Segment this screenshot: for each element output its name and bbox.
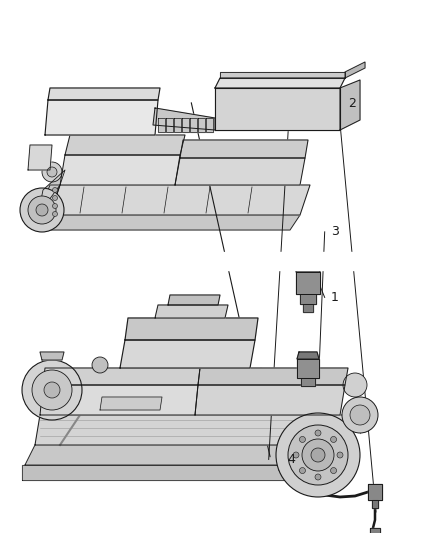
Polygon shape	[158, 118, 165, 132]
Polygon shape	[300, 294, 316, 304]
Polygon shape	[368, 484, 382, 500]
Circle shape	[300, 467, 305, 473]
Polygon shape	[372, 500, 378, 508]
Polygon shape	[35, 415, 345, 445]
Circle shape	[92, 357, 108, 373]
Polygon shape	[168, 295, 220, 305]
Circle shape	[315, 474, 321, 480]
Polygon shape	[43, 368, 200, 385]
Polygon shape	[198, 118, 205, 132]
Polygon shape	[38, 185, 60, 230]
Polygon shape	[153, 108, 215, 130]
Text: 2: 2	[348, 98, 356, 110]
Polygon shape	[296, 272, 320, 294]
Circle shape	[53, 188, 57, 192]
Polygon shape	[297, 352, 319, 359]
Circle shape	[311, 448, 325, 462]
Polygon shape	[370, 528, 380, 533]
Polygon shape	[48, 88, 160, 100]
Polygon shape	[198, 368, 348, 385]
Circle shape	[20, 188, 64, 232]
Polygon shape	[175, 158, 305, 185]
Polygon shape	[45, 100, 158, 135]
Circle shape	[53, 204, 57, 208]
Polygon shape	[190, 118, 197, 132]
Polygon shape	[297, 359, 319, 378]
Polygon shape	[296, 264, 320, 272]
Polygon shape	[195, 385, 345, 415]
Polygon shape	[28, 145, 52, 170]
Circle shape	[53, 196, 57, 200]
Circle shape	[44, 382, 60, 398]
Polygon shape	[345, 62, 365, 78]
Polygon shape	[220, 72, 345, 78]
Polygon shape	[100, 397, 162, 410]
Text: 3: 3	[331, 225, 339, 238]
Text: 4: 4	[287, 453, 295, 466]
Circle shape	[342, 397, 378, 433]
Polygon shape	[22, 465, 330, 480]
Polygon shape	[0, 252, 438, 270]
Circle shape	[302, 439, 334, 471]
Circle shape	[36, 204, 48, 216]
Circle shape	[343, 373, 367, 397]
Polygon shape	[166, 118, 173, 132]
Circle shape	[47, 167, 57, 177]
Circle shape	[53, 212, 57, 216]
Polygon shape	[174, 118, 181, 132]
Polygon shape	[215, 88, 340, 130]
Polygon shape	[340, 80, 360, 130]
Polygon shape	[40, 215, 300, 230]
Polygon shape	[303, 304, 313, 312]
Polygon shape	[155, 305, 228, 318]
Circle shape	[293, 452, 299, 458]
Circle shape	[32, 370, 72, 410]
Text: 1: 1	[331, 291, 339, 304]
Circle shape	[350, 405, 370, 425]
Polygon shape	[40, 352, 64, 360]
Polygon shape	[40, 385, 198, 415]
Polygon shape	[301, 378, 315, 386]
Circle shape	[22, 360, 82, 420]
Polygon shape	[65, 135, 185, 155]
Polygon shape	[206, 118, 213, 132]
Circle shape	[28, 196, 56, 224]
Circle shape	[276, 413, 360, 497]
Circle shape	[300, 437, 305, 442]
Polygon shape	[125, 318, 258, 340]
Polygon shape	[215, 78, 345, 88]
Polygon shape	[180, 140, 308, 158]
Polygon shape	[50, 185, 310, 215]
Polygon shape	[182, 118, 189, 132]
Circle shape	[42, 162, 62, 182]
Polygon shape	[25, 445, 340, 465]
Circle shape	[331, 437, 336, 442]
Polygon shape	[60, 155, 180, 185]
Circle shape	[331, 467, 336, 473]
Polygon shape	[120, 340, 255, 368]
Circle shape	[337, 452, 343, 458]
Polygon shape	[38, 170, 65, 215]
Circle shape	[315, 430, 321, 436]
Circle shape	[288, 425, 348, 485]
